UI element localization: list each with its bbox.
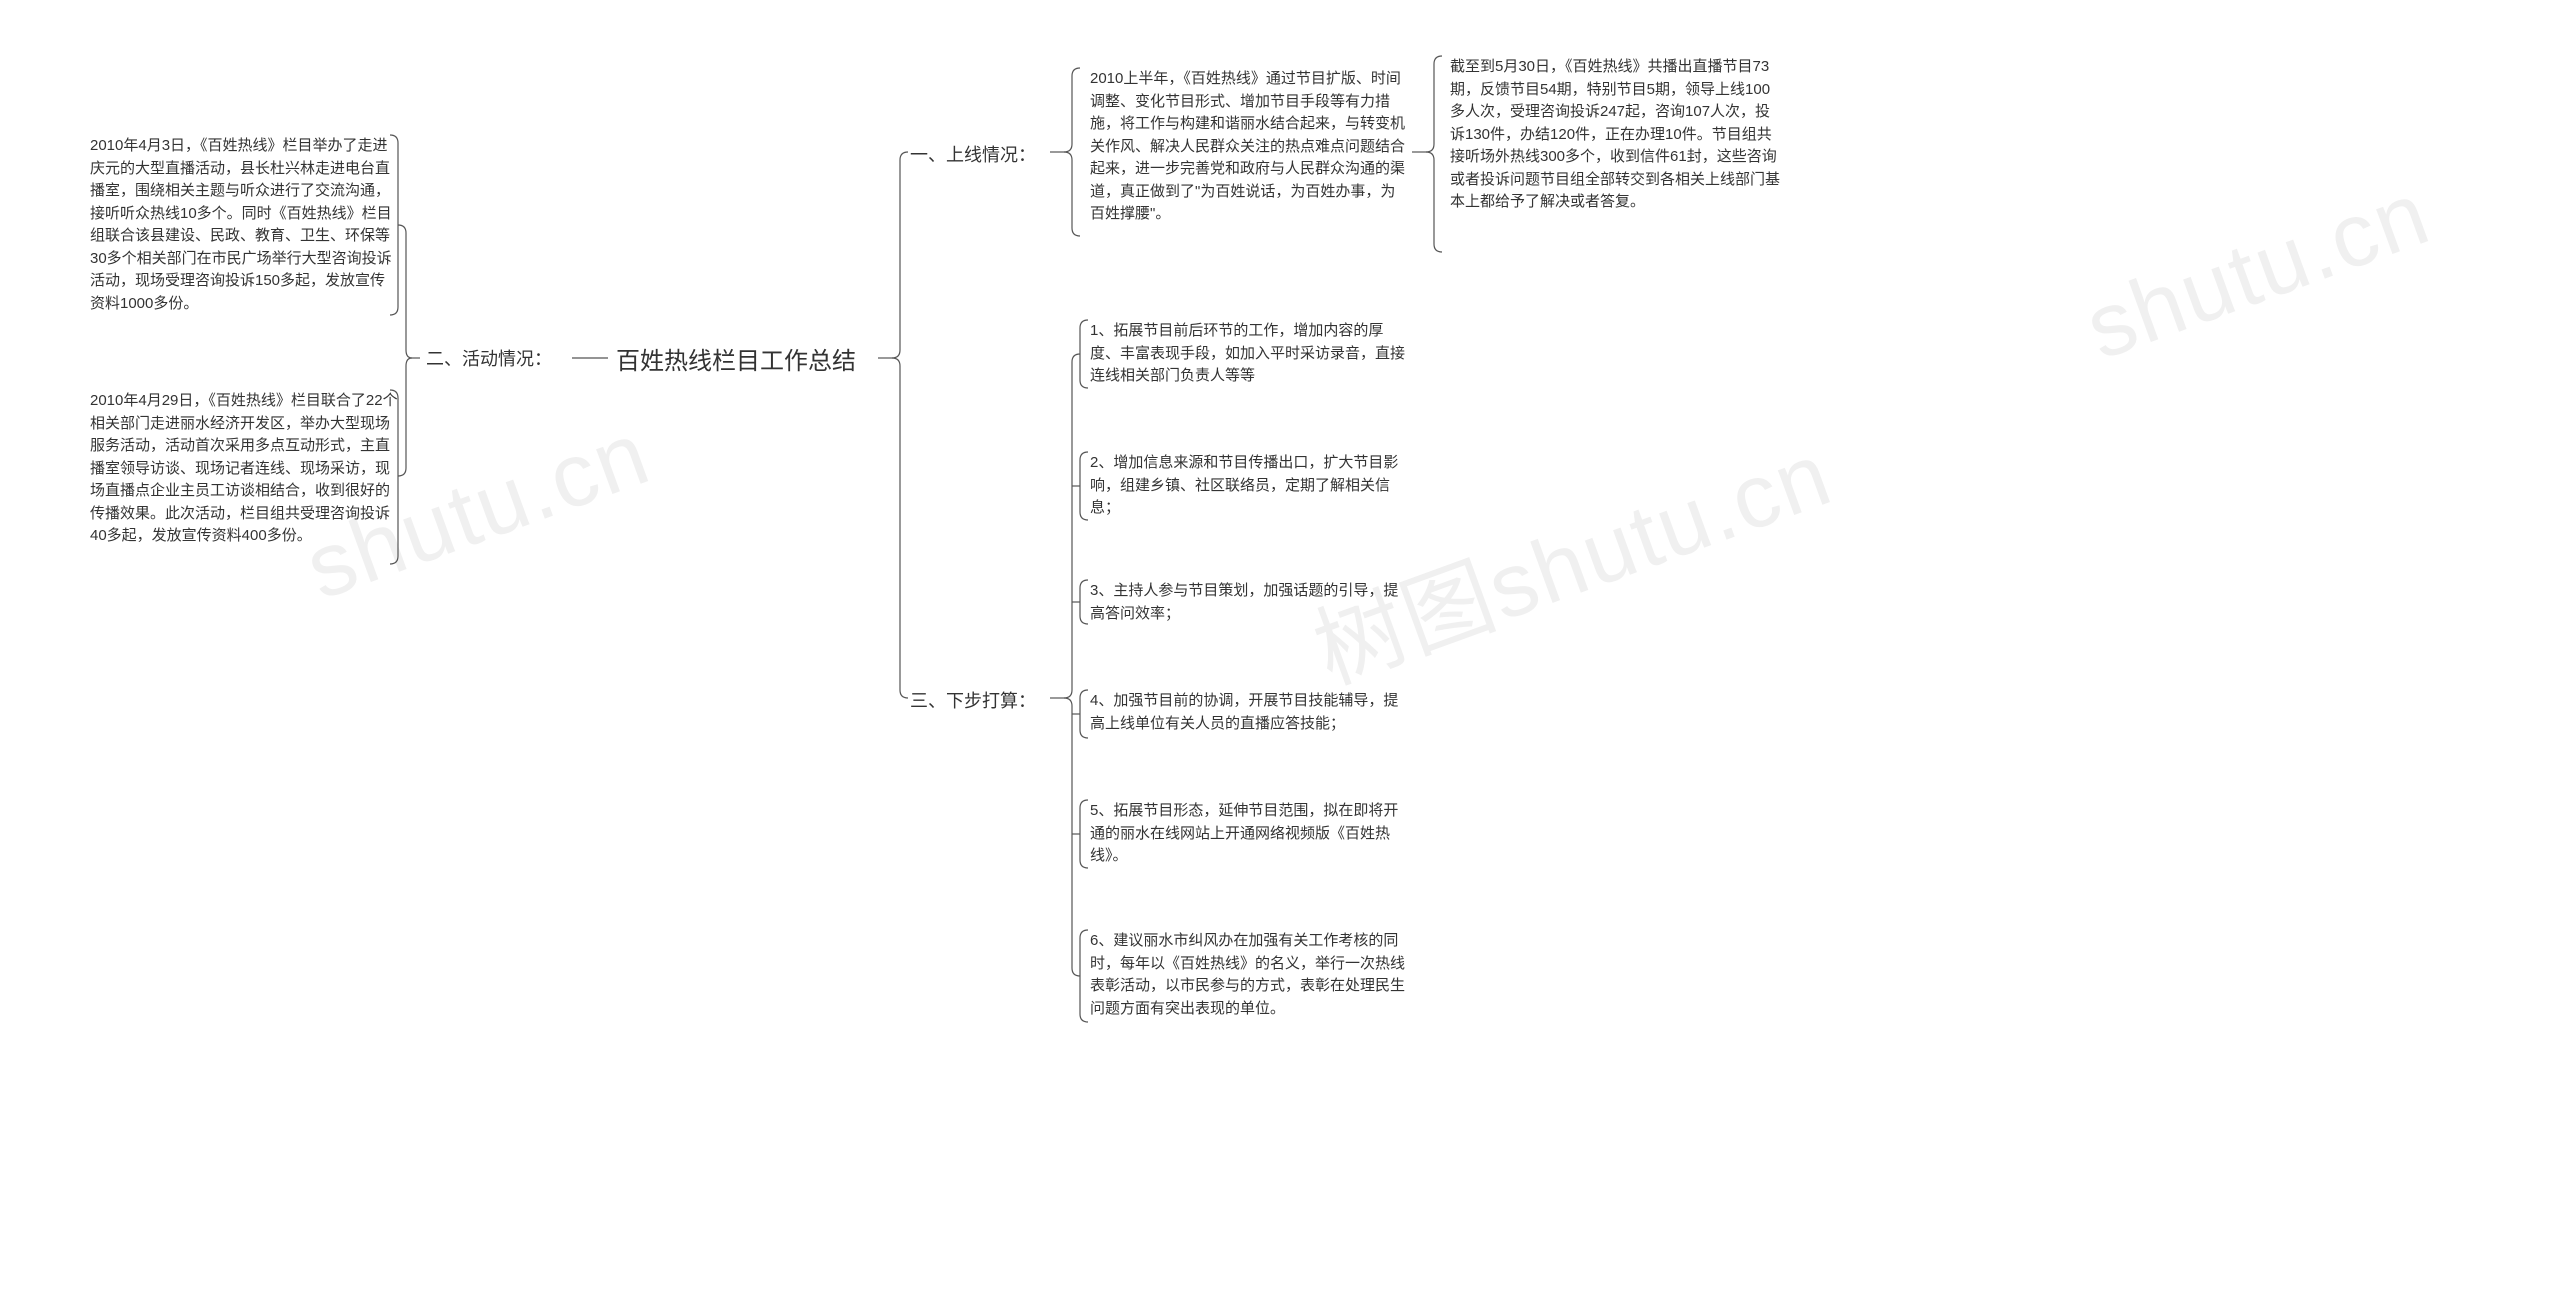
leaf-step-1: 1、拓展节目前后环节的工作，增加内容的厚度、丰富表现手段，如加入平时采访录音，直… <box>1090 320 1410 388</box>
leaf-step-4: 4、加强节目前的协调，开展节目技能辅导，提高上线单位有关人员的直播应答技能； <box>1090 690 1410 735</box>
leaf-activity-1: 2010年4月3日，《百姓热线》栏目举办了走进庆元的大型直播活动，县长杜兴林走进… <box>90 135 400 315</box>
leaf-online-desc: 2010上半年，《百姓热线》通过节目扩版、时间调整、变化节目形式、增加节目手段等… <box>1090 68 1410 226</box>
branch-next-steps: 三、下步打算： <box>910 688 1050 715</box>
mindmap-root: 百姓热线栏目工作总结 <box>616 344 876 380</box>
leaf-step-3: 3、主持人参与节目策划，加强话题的引导，提高答问效率； <box>1090 580 1410 625</box>
leaf-online-stats: 截至到5月30日，《百姓热线》共播出直播节目73期，反馈节目54期，特别节目5期… <box>1450 56 1780 214</box>
leaf-step-2: 2、增加信息来源和节目传播出口，扩大节目影响，组建乡镇、社区联络员，定期了解相关… <box>1090 452 1410 520</box>
leaf-activity-2: 2010年4月29日，《百姓热线》栏目联合了22个相关部门走进丽水经济开发区，举… <box>90 390 400 548</box>
watermark-3: shutu.cn <box>2073 162 2443 381</box>
leaf-step-6: 6、建议丽水市纠风办在加强有关工作考核的同时，每年以《百姓热线》的名义，举行一次… <box>1090 930 1410 1020</box>
watermark-2: 树图shutu.cn <box>1294 402 1846 709</box>
branch-online-status: 一、上线情况： <box>910 142 1050 169</box>
branch-activities: 二、活动情况： <box>426 346 566 373</box>
leaf-step-5: 5、拓展节目形态，延伸节目范围，拟在即将开通的丽水在线网站上开通网络视频版《百姓… <box>1090 800 1410 868</box>
